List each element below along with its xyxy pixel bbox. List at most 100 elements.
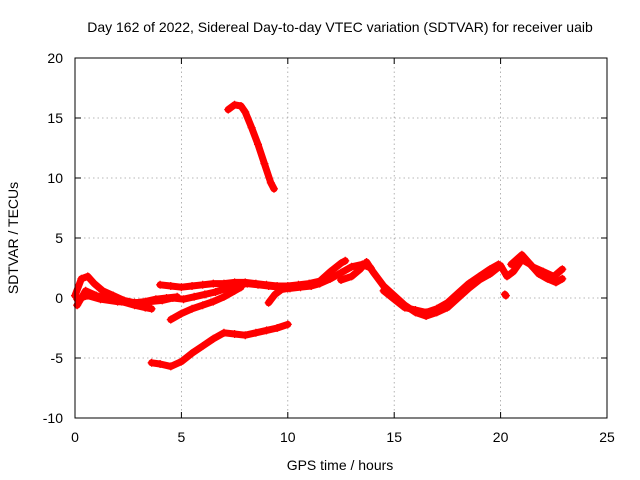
data-point bbox=[90, 279, 99, 288]
data-point bbox=[156, 280, 165, 289]
axis-ticks: 0 5 10 15 20 25 -10 -5 0 5 10 15 20 bbox=[43, 50, 615, 445]
data-point bbox=[266, 178, 275, 187]
data-point bbox=[432, 304, 441, 313]
data-point bbox=[454, 289, 463, 298]
data-point bbox=[188, 349, 197, 358]
data-point bbox=[209, 279, 218, 288]
data-point bbox=[264, 298, 273, 307]
data-point bbox=[230, 278, 239, 287]
data-point bbox=[558, 265, 567, 274]
data-point bbox=[347, 272, 356, 281]
y-tick-label: 20 bbox=[47, 50, 63, 66]
y-tick-label: 0 bbox=[55, 290, 63, 306]
data-series bbox=[71, 100, 567, 371]
data-point bbox=[283, 320, 292, 329]
data-point bbox=[83, 291, 92, 300]
data-point bbox=[198, 280, 207, 289]
data-point bbox=[260, 159, 269, 168]
data-point bbox=[177, 283, 186, 292]
data-point bbox=[502, 272, 511, 281]
data-point bbox=[475, 272, 484, 281]
data-point bbox=[230, 286, 239, 295]
data-point bbox=[166, 282, 175, 290]
data-point bbox=[422, 308, 431, 317]
data-point bbox=[77, 274, 86, 283]
data-point bbox=[188, 282, 197, 290]
data-point bbox=[113, 297, 122, 306]
x-tick-label: 0 bbox=[71, 429, 79, 445]
data-point bbox=[362, 258, 371, 266]
y-tick-label: 10 bbox=[47, 170, 63, 186]
data-point bbox=[283, 284, 292, 293]
data-point bbox=[166, 362, 175, 371]
y-tick-label: 5 bbox=[55, 230, 63, 246]
data-point bbox=[96, 295, 105, 304]
data-point bbox=[347, 262, 356, 271]
data-point bbox=[98, 286, 107, 295]
series-line bbox=[380, 260, 502, 316]
series-line bbox=[265, 284, 292, 307]
data-point bbox=[236, 102, 245, 110]
data-point bbox=[209, 334, 218, 343]
data-point bbox=[528, 262, 537, 271]
y-tick-label: 15 bbox=[47, 110, 63, 126]
data-point bbox=[166, 315, 175, 324]
data-point bbox=[241, 278, 250, 287]
data-point bbox=[241, 108, 250, 116]
data-point bbox=[188, 304, 197, 313]
data-point bbox=[177, 309, 186, 318]
data-point bbox=[326, 267, 335, 276]
data-point bbox=[198, 342, 207, 350]
data-point bbox=[501, 291, 510, 300]
data-point bbox=[549, 272, 558, 281]
data-point bbox=[294, 280, 303, 289]
data-point bbox=[73, 295, 82, 304]
x-tick-label: 20 bbox=[493, 429, 509, 445]
data-point bbox=[177, 357, 186, 366]
data-point bbox=[147, 304, 156, 313]
data-point bbox=[241, 331, 250, 340]
data-point bbox=[145, 297, 154, 306]
data-point bbox=[337, 276, 345, 284]
data-point bbox=[400, 303, 409, 312]
data-point bbox=[224, 105, 233, 114]
data-point bbox=[262, 280, 271, 289]
data-point bbox=[494, 260, 503, 269]
x-tick-label: 15 bbox=[386, 429, 402, 445]
series-arc-6 bbox=[166, 283, 245, 324]
grid bbox=[75, 58, 607, 418]
data-point bbox=[209, 297, 218, 306]
data-point bbox=[219, 279, 228, 288]
data-point bbox=[262, 326, 271, 335]
data-point bbox=[211, 288, 220, 296]
data-point bbox=[179, 295, 188, 304]
data-point bbox=[147, 358, 156, 367]
data-point bbox=[190, 292, 199, 301]
data-point bbox=[230, 330, 239, 338]
chart-title: Day 162 of 2022, Sidereal Day-to-day VTE… bbox=[87, 19, 593, 35]
data-point bbox=[411, 306, 420, 314]
data-point bbox=[83, 272, 92, 281]
series-arc-7 bbox=[264, 284, 292, 307]
data-point bbox=[230, 100, 239, 109]
data-point bbox=[509, 267, 518, 276]
data-point bbox=[198, 301, 207, 310]
data-point bbox=[315, 277, 324, 286]
series-line bbox=[167, 283, 245, 324]
data-point bbox=[271, 290, 280, 299]
data-point bbox=[368, 267, 377, 276]
series-line bbox=[507, 251, 566, 280]
data-point bbox=[379, 286, 388, 295]
series-isolated bbox=[500, 290, 510, 300]
x-axis-label: GPS time / hours bbox=[287, 457, 394, 473]
data-point bbox=[277, 285, 286, 294]
data-point bbox=[156, 360, 165, 368]
data-point bbox=[305, 279, 314, 288]
data-point bbox=[337, 259, 345, 268]
data-point bbox=[485, 265, 494, 274]
data-point bbox=[390, 295, 399, 304]
data-point bbox=[200, 290, 209, 299]
data-point bbox=[236, 283, 245, 292]
data-point bbox=[158, 296, 167, 305]
